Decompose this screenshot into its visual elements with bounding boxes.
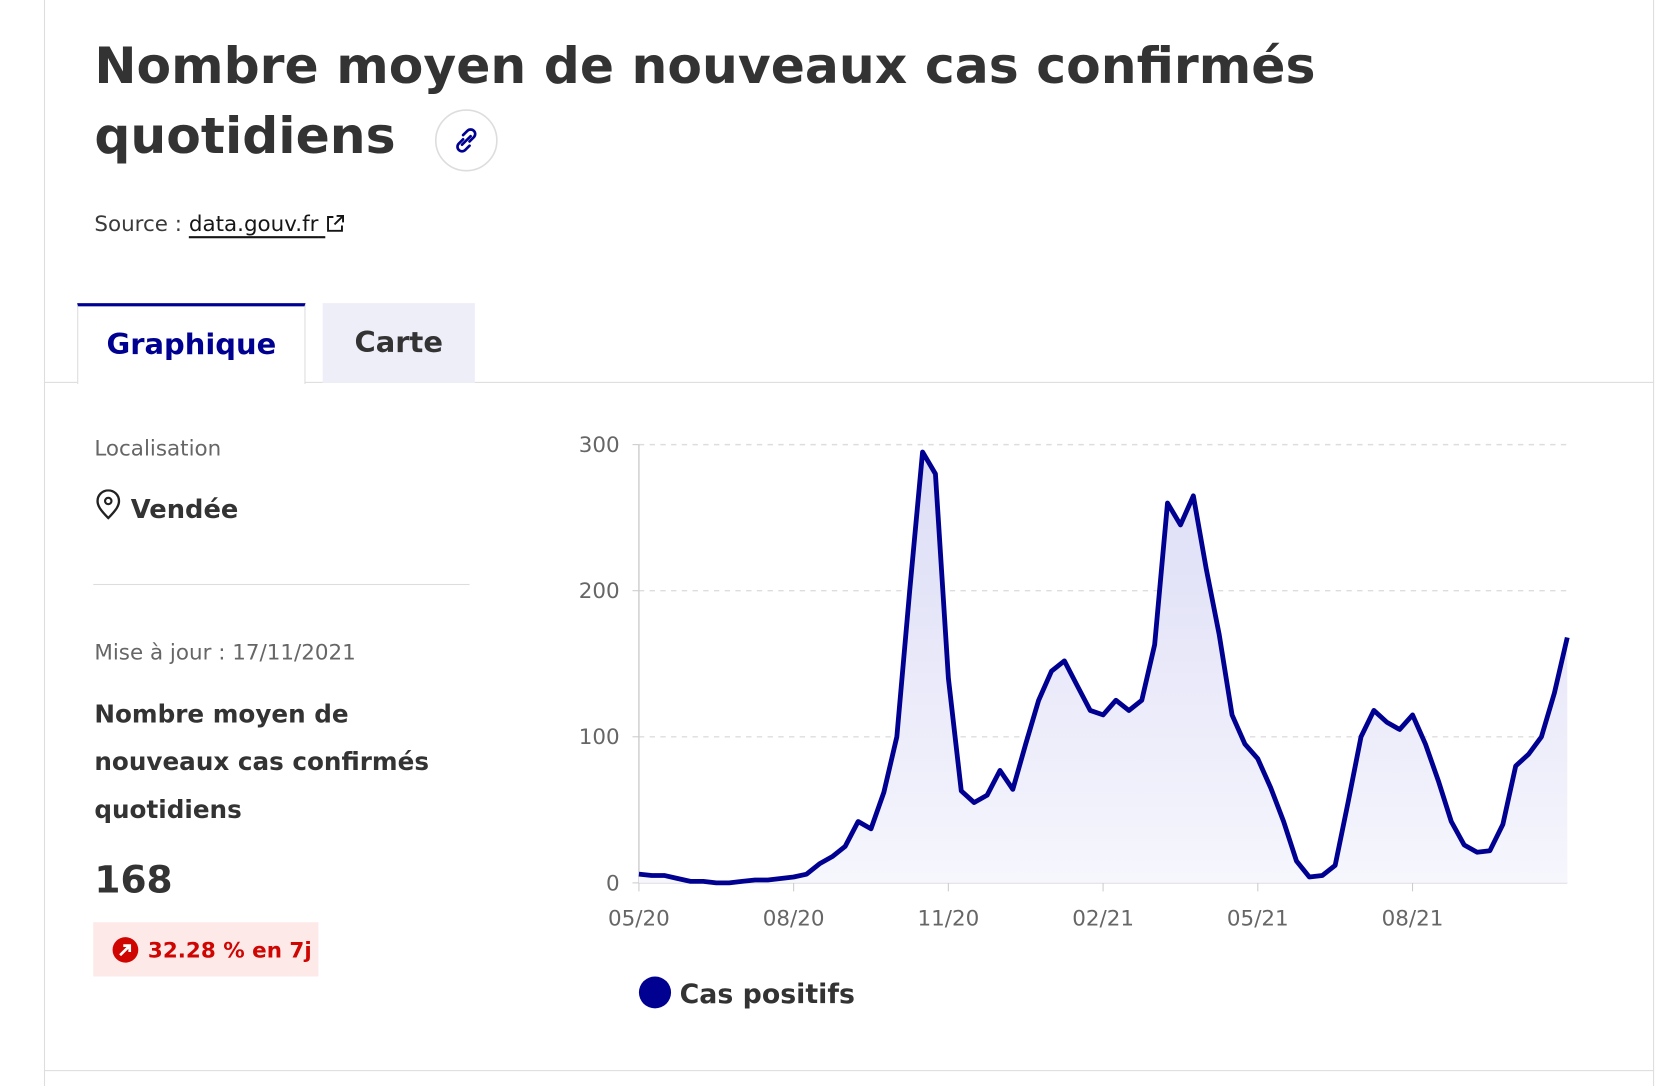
legend-label: Cas positifs	[680, 979, 855, 1010]
title-text: Nombre moyen de nouveaux cas confirmés q…	[94, 37, 1316, 166]
indicator-value: 168	[94, 859, 173, 903]
y-tick-label: 0	[606, 871, 620, 896]
x-tick-label: 08/21	[1382, 906, 1444, 931]
y-tick-label: 300	[579, 433, 620, 458]
tab-active[interactable]: Graphique	[77, 303, 306, 384]
card-border	[43, 0, 46, 1086]
x-tick-label: 11/20	[917, 906, 979, 931]
source: Source : data.gouv.fr	[94, 210, 347, 237]
x-tick-label: 05/20	[608, 906, 670, 931]
location: Vendée	[94, 489, 238, 524]
source-link-text: data.gouv.fr	[188, 210, 319, 237]
tab-divider	[43, 381, 1655, 383]
x-tick-label: 08/20	[763, 906, 825, 931]
area	[638, 451, 1568, 883]
update-date: Mise à jour : 17/11/2021	[94, 639, 356, 665]
source-label: Source :	[94, 210, 183, 237]
title: Nombre moyen de nouveaux cas confirmés q…	[94, 32, 1338, 172]
location-text: Vendée	[130, 494, 239, 525]
link-button[interactable]	[435, 108, 499, 172]
x-tick-label: 02/21	[1072, 906, 1134, 931]
external-icon	[327, 214, 345, 232]
separator	[93, 583, 470, 586]
change-badge: 32.28 % en 7j	[93, 922, 319, 977]
change-text: 32.28 % en 7j	[147, 936, 312, 963]
tab[interactable]: Carte	[322, 303, 475, 383]
source-link[interactable]: data.gouv.fr	[188, 210, 347, 237]
y-tick-label: 200	[579, 579, 620, 604]
y-tick-label: 100	[579, 725, 620, 750]
card-border	[43, 1070, 1655, 1072]
indicator-name: Nombre moyen de nouveaux cas confirmés q…	[94, 700, 430, 825]
tab-label: Graphique	[106, 328, 277, 362]
pin-icon	[96, 489, 121, 520]
tab-label: Carte	[354, 326, 444, 360]
line	[638, 449, 1570, 886]
card-border	[1653, 0, 1655, 1086]
trend-icon	[112, 936, 139, 963]
x-tick-label: 05/21	[1227, 906, 1289, 931]
location-label: Localisation	[94, 435, 222, 461]
legend-marker	[638, 976, 672, 1009]
